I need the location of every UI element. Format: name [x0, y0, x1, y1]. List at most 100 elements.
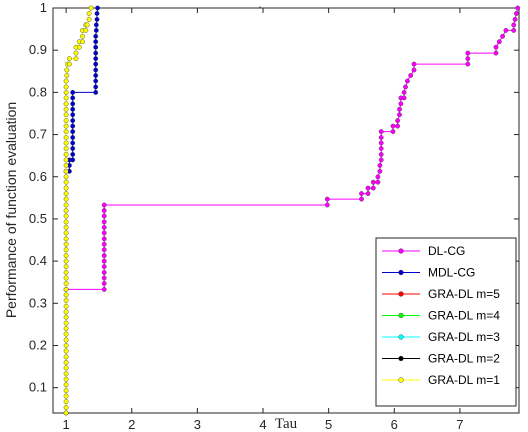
x-axis-label: Tau: [275, 416, 298, 432]
data-point: [63, 118, 69, 124]
data-point: [86, 11, 92, 16]
data-point: [63, 162, 69, 168]
data-point: [63, 309, 69, 315]
data-point: [63, 135, 69, 140]
data-point: [63, 208, 69, 213]
data-point: [70, 140, 76, 146]
data-point: [496, 39, 502, 45]
data-point: [408, 73, 414, 78]
data-point: [493, 44, 499, 50]
y-tick-label: 0.2: [29, 338, 47, 353]
data-point: [93, 67, 99, 73]
data-point: [63, 382, 69, 388]
data-point: [63, 388, 69, 393]
data-point: [63, 286, 69, 292]
data-point: [101, 230, 107, 236]
data-point: [101, 270, 107, 275]
data-point: [67, 61, 72, 67]
data-point: [395, 118, 400, 124]
data-point: [359, 191, 364, 197]
legend-entry: GRA-DL m=5: [382, 287, 500, 301]
data-point: [63, 393, 69, 399]
legend-box: [375, 237, 517, 407]
data-point: [493, 50, 499, 56]
data-point: [70, 95, 76, 101]
data-point: [101, 202, 107, 208]
data-point: [93, 78, 99, 84]
data-point: [63, 292, 69, 298]
data-point: [378, 146, 384, 151]
series-gra-dl-m-1: [63, 5, 94, 416]
y-tick-label: 0.9: [29, 42, 47, 57]
data-point: [63, 371, 69, 377]
data-point: [365, 185, 371, 191]
data-point: [101, 224, 107, 230]
data-point: [397, 112, 402, 118]
data-point: [73, 56, 79, 61]
data-point: [324, 196, 330, 202]
data-point: [101, 258, 107, 264]
legend-label: GRA-DL m=5: [428, 287, 500, 301]
data-point: [93, 90, 99, 95]
data-point: [86, 16, 92, 22]
data-point: [378, 151, 384, 157]
data-point: [93, 39, 99, 45]
data-point: [101, 281, 107, 286]
y-tick-label: 0.6: [29, 169, 47, 184]
y-tick-label: 0.7: [29, 127, 47, 142]
data-point: [88, 5, 94, 11]
series-line: [65, 7, 99, 413]
data-point: [101, 253, 107, 259]
data-point: [63, 213, 69, 219]
series-dl-cg: [63, 5, 521, 292]
legend-label: DL-CG: [428, 244, 465, 258]
data-point: [93, 61, 99, 67]
data-point: [93, 33, 99, 39]
data-point: [63, 95, 69, 101]
x-tick-label: 5: [325, 417, 332, 432]
data-point: [94, 16, 100, 22]
data-point: [375, 174, 381, 180]
legend-label: MDL-CG: [428, 266, 475, 280]
data-point: [64, 67, 70, 73]
y-axis: 0.1 0.2 0.3 0.4 0.5 0.6 0.7 0.8 0.9 1: [29, 0, 519, 395]
y-tick-label: 0.1: [29, 380, 47, 395]
data-point: [70, 151, 76, 157]
data-point: [465, 61, 471, 67]
data-point: [411, 61, 417, 67]
data-point: [63, 157, 69, 163]
data-point: [514, 11, 519, 16]
y-tick-label: 1: [40, 0, 47, 15]
y-tick-label: 0.8: [29, 84, 47, 99]
data-point: [511, 22, 517, 28]
data-point: [63, 196, 69, 202]
legend-marker: [398, 291, 404, 297]
legend-label: GRA-DL m=2: [428, 352, 500, 366]
data-point: [70, 129, 76, 135]
x-axis: 1 2 3 4 5 6 7: [63, 8, 464, 432]
data-point: [63, 84, 69, 90]
data-point: [63, 151, 69, 157]
legend-marker: [398, 377, 404, 383]
data-point: [63, 348, 69, 354]
data-point: [378, 129, 384, 135]
data-point: [63, 185, 69, 191]
data-point: [93, 73, 99, 78]
data-point: [70, 123, 76, 129]
data-point: [84, 22, 90, 28]
data-point: [63, 90, 69, 95]
legend-marker: [398, 248, 404, 254]
data-point: [63, 191, 69, 197]
legend-label: GRA-DL m=1: [428, 373, 500, 387]
data-point: [93, 84, 99, 90]
data-point: [101, 208, 107, 213]
data-point: [63, 112, 69, 118]
data-point: [63, 410, 69, 416]
data-point: [63, 326, 69, 331]
data-point: [370, 179, 376, 185]
data-point: [63, 78, 69, 84]
data-point: [401, 90, 407, 95]
data-point: [70, 146, 76, 151]
y-axis-label: Performance of function evaluation: [3, 102, 19, 318]
data-point: [377, 168, 383, 174]
